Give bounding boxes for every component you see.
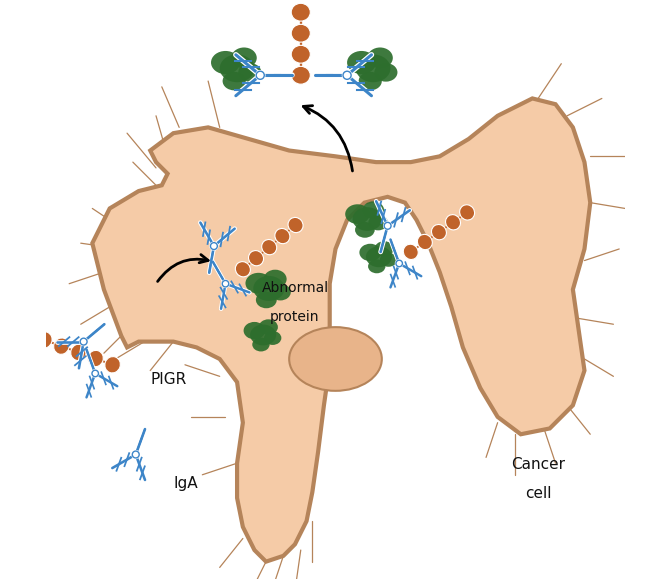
Ellipse shape [238, 63, 262, 82]
Ellipse shape [380, 253, 397, 267]
Ellipse shape [362, 201, 384, 219]
Ellipse shape [253, 276, 285, 301]
Ellipse shape [250, 324, 276, 345]
Ellipse shape [460, 205, 474, 220]
Ellipse shape [367, 47, 393, 68]
Circle shape [342, 71, 352, 80]
Ellipse shape [431, 225, 446, 240]
Circle shape [80, 338, 88, 346]
Ellipse shape [366, 247, 392, 267]
Ellipse shape [368, 259, 385, 273]
Ellipse shape [264, 331, 281, 345]
Ellipse shape [262, 240, 276, 255]
Ellipse shape [289, 327, 382, 391]
Circle shape [384, 222, 392, 230]
Polygon shape [93, 98, 590, 562]
Ellipse shape [105, 357, 120, 373]
Ellipse shape [347, 51, 376, 74]
Ellipse shape [54, 338, 69, 354]
Ellipse shape [223, 72, 246, 90]
Ellipse shape [374, 241, 394, 257]
Ellipse shape [356, 54, 391, 82]
Ellipse shape [374, 63, 397, 82]
Ellipse shape [291, 67, 310, 84]
Text: IgA: IgA [173, 476, 198, 491]
Ellipse shape [275, 229, 290, 244]
Ellipse shape [291, 45, 310, 63]
Ellipse shape [219, 54, 254, 82]
Ellipse shape [70, 344, 87, 361]
Ellipse shape [360, 244, 381, 261]
Circle shape [222, 280, 229, 287]
Ellipse shape [256, 292, 276, 308]
Text: PIGR: PIGR [150, 372, 187, 387]
Ellipse shape [359, 72, 382, 90]
Ellipse shape [291, 3, 310, 21]
Ellipse shape [37, 332, 52, 348]
Circle shape [395, 260, 403, 267]
Ellipse shape [88, 350, 103, 367]
Ellipse shape [345, 204, 370, 224]
Ellipse shape [288, 218, 303, 233]
Text: Cancer: Cancer [511, 457, 565, 472]
Text: cell: cell [525, 486, 552, 501]
Ellipse shape [403, 244, 418, 259]
Ellipse shape [248, 251, 264, 266]
Ellipse shape [231, 47, 257, 68]
Ellipse shape [291, 24, 310, 42]
Ellipse shape [270, 284, 291, 301]
Ellipse shape [246, 273, 272, 294]
Circle shape [132, 450, 140, 459]
Ellipse shape [236, 262, 250, 277]
Ellipse shape [252, 338, 270, 351]
Ellipse shape [368, 215, 388, 230]
Ellipse shape [446, 215, 460, 230]
Ellipse shape [211, 51, 240, 74]
Ellipse shape [417, 234, 432, 250]
Circle shape [91, 370, 99, 377]
Ellipse shape [259, 320, 278, 335]
Ellipse shape [244, 322, 265, 339]
Ellipse shape [355, 222, 374, 238]
Circle shape [256, 71, 265, 80]
Text: Abnormal: Abnormal [262, 281, 329, 295]
Text: protein: protein [270, 310, 319, 324]
Ellipse shape [264, 270, 287, 288]
Circle shape [210, 242, 218, 250]
Ellipse shape [352, 207, 382, 231]
